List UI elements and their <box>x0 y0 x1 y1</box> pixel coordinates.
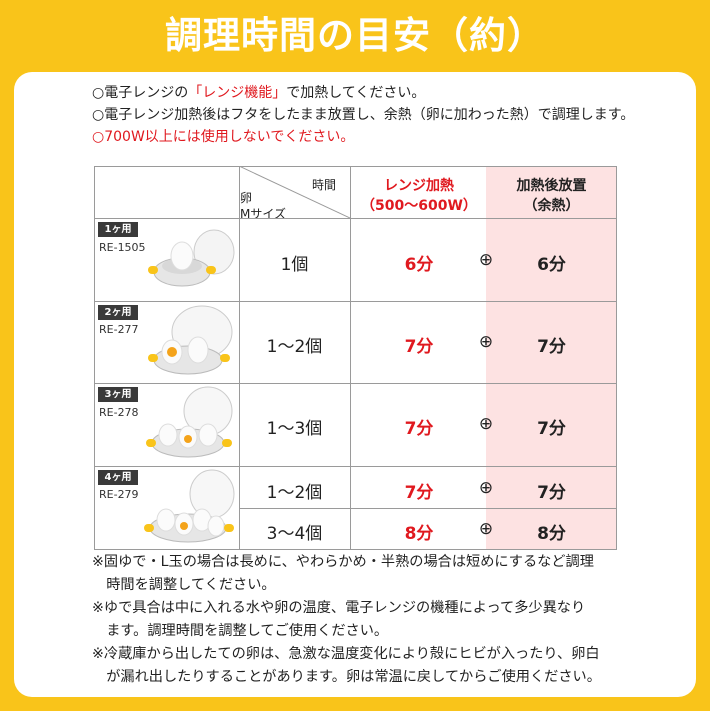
plus-icon: ⊕ <box>478 414 494 434</box>
header-egg-label: 卵 Mサイズ <box>240 190 286 222</box>
table-line <box>239 166 240 550</box>
usage-notes: ○電子レンジの「レンジ機能」で加熱してください。 ○電子レンジ加熱後はフタをした… <box>92 82 692 148</box>
product-badge: 4ヶ用 <box>98 470 138 485</box>
egg-count: 3～4個 <box>266 524 323 544</box>
rest-time: 7分 <box>537 483 566 503</box>
header-diagonal-line <box>239 166 350 218</box>
note-wattage-warning: ○700W以上には使用しないでください。 <box>92 129 355 145</box>
note-emphasis: 「レンジ機能」 <box>188 85 287 101</box>
egg-count: 1個 <box>280 255 309 275</box>
product-model: RE-278 <box>99 406 139 419</box>
header-time-label: 時間 <box>312 178 337 192</box>
caution-line: ※冷蔵庫から出したての卵は、急激な温度変化により殻にヒビが入ったり、卵白 <box>92 646 600 662</box>
egg-cooker-3-image <box>146 386 233 458</box>
plus-icon: ⊕ <box>478 250 494 270</box>
rest-time: 7分 <box>537 419 566 439</box>
note-residual-heat: ○電子レンジ加熱後はフタをしたまま放置し、余熱（卵に加わった熱）で調理します。 <box>92 107 635 123</box>
caution-line: ます。調理時間を調整してご使用ください。 <box>92 623 389 639</box>
egg-cooker-2-image <box>148 305 233 375</box>
table-line <box>94 218 617 219</box>
header-egg-line: 卵 <box>240 191 253 205</box>
heat-time: 7分 <box>404 483 434 503</box>
product-badge: 1ヶ用 <box>98 222 138 237</box>
note-text: ○電子レンジの <box>92 85 189 101</box>
table-line <box>94 166 617 167</box>
egg-cooker-4-image <box>144 469 235 543</box>
note-text: で加熱してください。 <box>286 85 426 101</box>
plus-icon: ⊕ <box>478 332 494 352</box>
table-line <box>94 466 617 467</box>
egg-cooker-1-image <box>148 229 235 287</box>
table-line <box>350 166 351 550</box>
product-badge: 3ヶ用 <box>98 387 138 402</box>
rest-time: 7分 <box>537 337 566 357</box>
table-line <box>94 166 95 550</box>
page-title: 調理時間の目安（約） <box>165 14 545 57</box>
table-line <box>94 301 617 302</box>
rest-time: 8分 <box>537 524 566 544</box>
table-line <box>94 549 617 550</box>
product-model: RE-279 <box>99 488 139 501</box>
egg-count: 1～3個 <box>266 419 323 439</box>
table-line <box>94 383 617 384</box>
residual-heat-column-bg <box>486 166 617 550</box>
egg-count: 1～2個 <box>266 337 323 357</box>
header-rest-title: 加熱後放置 <box>516 178 587 194</box>
heat-time: 7分 <box>404 419 434 439</box>
heat-time: 7分 <box>404 337 434 357</box>
heat-time: 6分 <box>404 255 434 275</box>
product-model: RE-277 <box>99 323 139 336</box>
cooking-time-table: 時間 卵 Mサイズ レンジ加熱 （500～600W） 加熱後放置 （余熱） 1ヶ用 R… <box>94 166 617 550</box>
caution-line: が漏れ出したりすることがあります。卵は常温に戻してからご使用ください。 <box>92 669 601 685</box>
product-badge: 2ヶ用 <box>98 305 138 320</box>
plus-icon: ⊕ <box>478 519 494 539</box>
plus-icon: ⊕ <box>478 478 494 498</box>
caution-line: 時間を調整してください。 <box>92 577 276 593</box>
table-line <box>616 166 617 550</box>
heat-time: 8分 <box>404 524 434 544</box>
table-line <box>239 508 617 509</box>
product-model: RE-1505 <box>99 241 146 254</box>
header-microwave-heating: レンジ加熱 （500～600W） <box>352 176 486 216</box>
caution-notes: ※固ゆで・L玉の場合は長めに、やわらかめ・半熟の場合は短めにするなど調理 時間を… <box>92 551 692 689</box>
rest-time: 6分 <box>537 255 566 275</box>
caution-line: ※ゆで具合は中に入れる水や卵の温度、電子レンジの機種によって多少異なり <box>92 600 586 616</box>
header-egg-size: Mサイズ <box>240 207 286 221</box>
header-heat-watts: （500～600W） <box>361 198 477 214</box>
caution-line: ※固ゆで・L玉の場合は長めに、やわらかめ・半熟の場合は短めにするなど調理 <box>92 554 594 570</box>
header-heat-title: レンジ加熱 <box>384 178 454 194</box>
header-rest-note: （余熱） <box>523 198 580 214</box>
egg-count: 1～2個 <box>266 483 323 503</box>
header-standing-time: 加熱後放置 （余熱） <box>486 176 617 216</box>
note-range-function: ○電子レンジの「レンジ機能」で加熱してください。 <box>92 82 692 104</box>
